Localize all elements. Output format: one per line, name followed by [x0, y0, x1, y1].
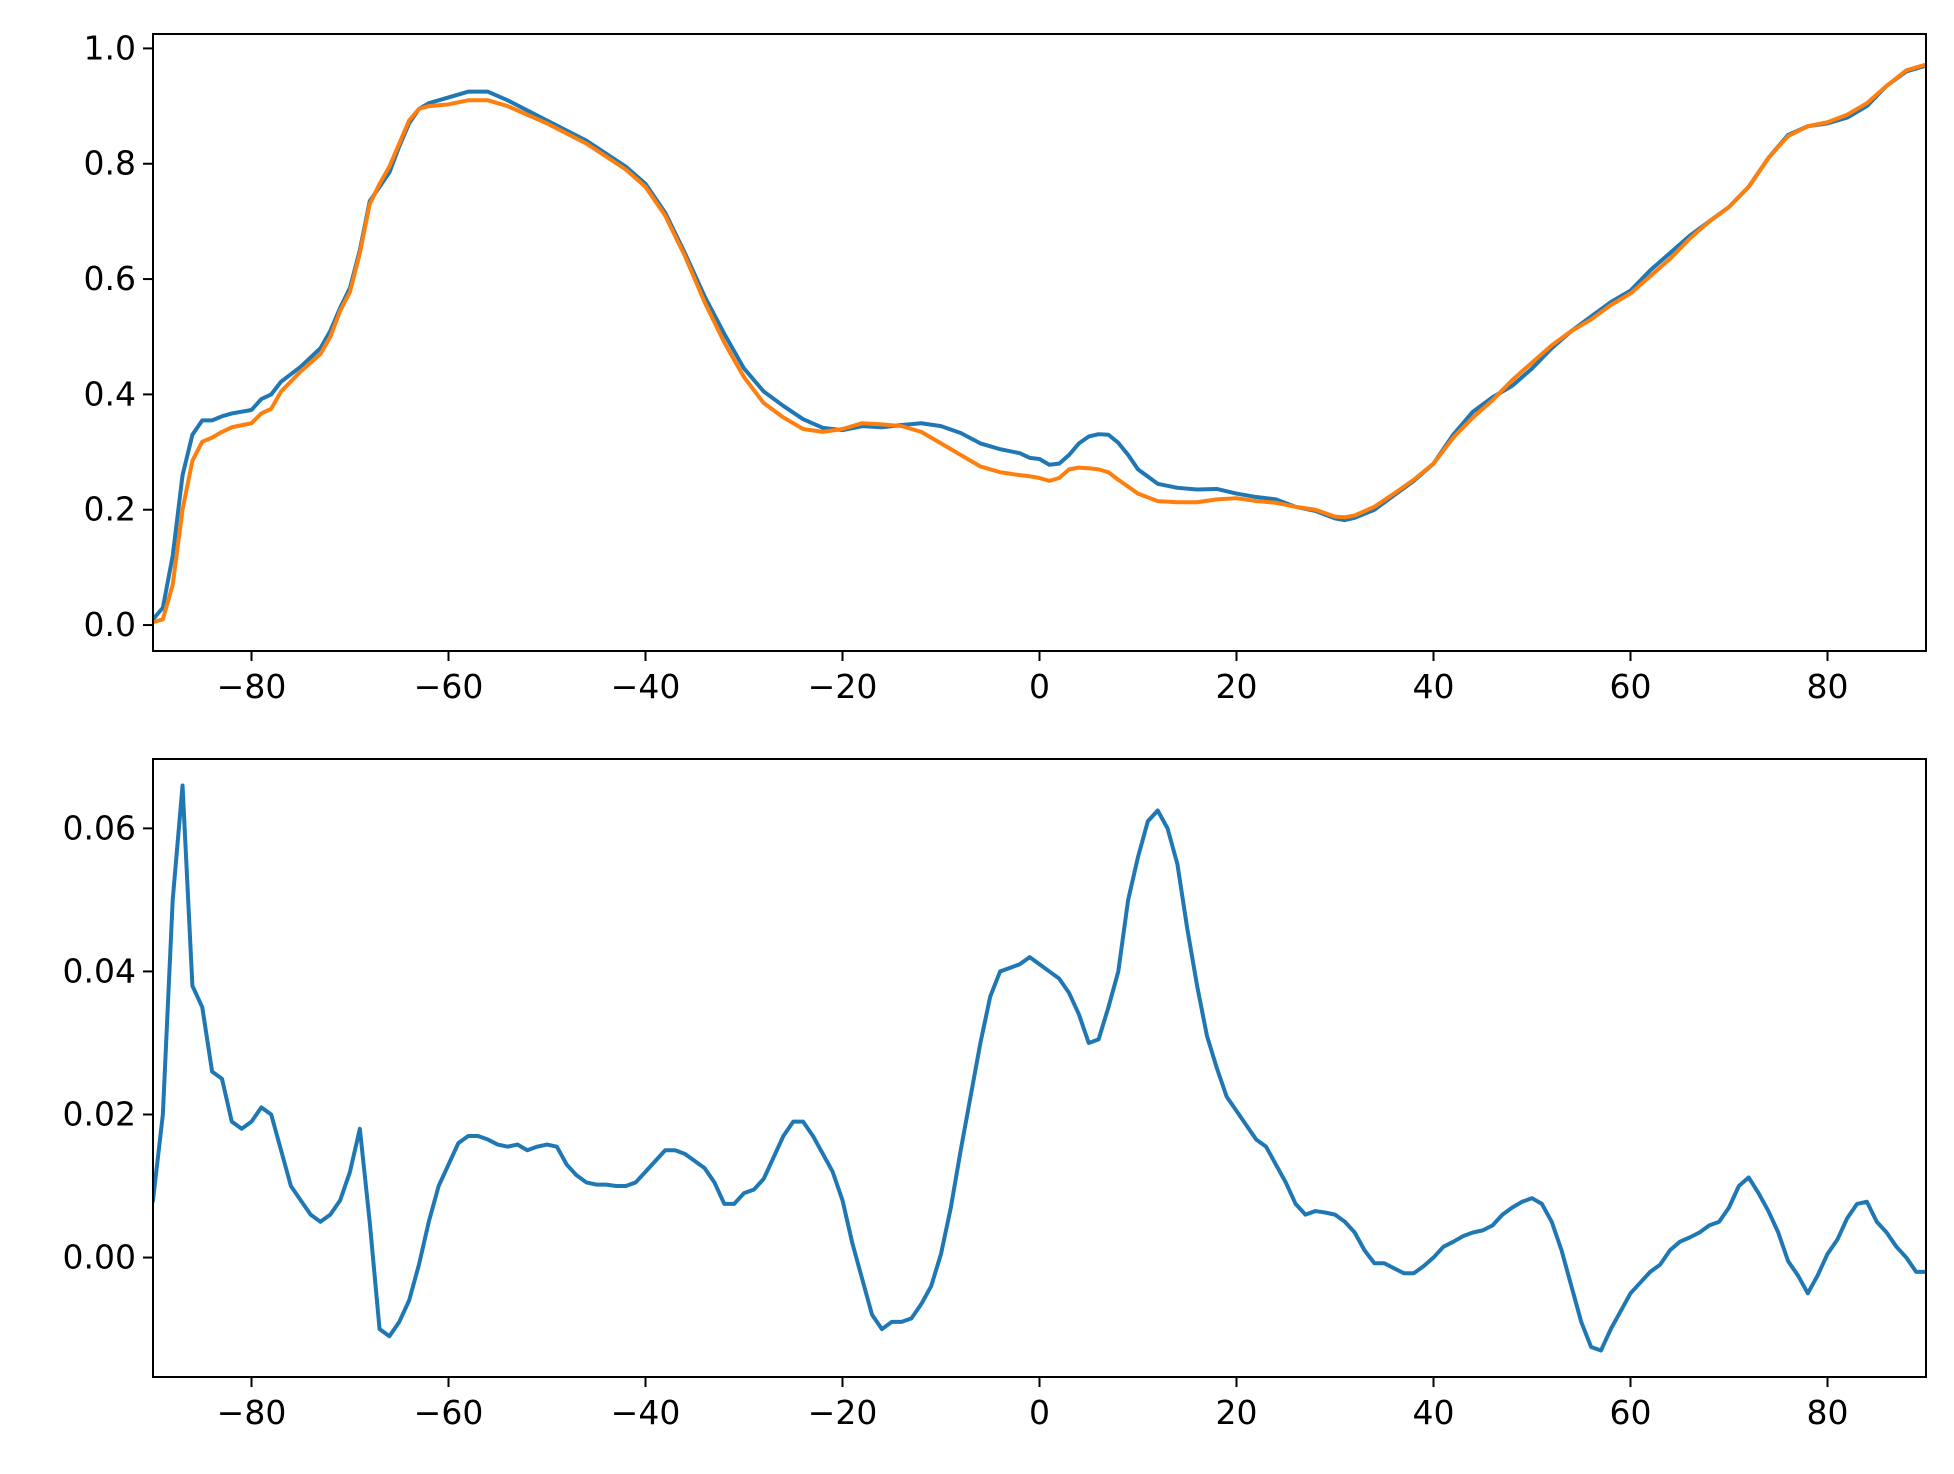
top-x-tick-label: 80: [1807, 667, 1849, 706]
bottom-x-tick-label: 0: [1029, 1393, 1050, 1432]
top-x-tick-label: 60: [1610, 667, 1652, 706]
top-subplot: −80 −60 −40 −20 0 20 40 60 80 0.0 0.2 0.4 0.6 0.8 1.0: [84, 28, 1927, 706]
top-x-tick-label: 0: [1029, 667, 1050, 706]
top-x-tick-label: −40: [611, 667, 681, 706]
top-x-tick-label: −80: [217, 667, 287, 706]
bottom-x-tick-label: 20: [1216, 1393, 1258, 1432]
top-x-tick-label: −20: [808, 667, 878, 706]
top-y-tick-label: 0.0: [84, 605, 136, 644]
bottom-x-tick-label: −40: [611, 1393, 681, 1432]
bottom-y-tick-label: 0.06: [63, 808, 136, 847]
bottom-y-tick-label: 0.02: [63, 1094, 136, 1133]
top-y-tick-label: 1.0: [84, 28, 136, 67]
top-x-tick-label: 20: [1216, 667, 1258, 706]
bottom-y-tick-label: 0.04: [63, 951, 136, 990]
top-y-tick-label: 0.2: [84, 490, 136, 529]
bottom-y-tick-label: 0.00: [63, 1238, 136, 1277]
top-y-tick-label: 0.4: [84, 374, 136, 413]
bottom-x-tick-label: −60: [414, 1393, 484, 1432]
bottom-series-line-1: [153, 783, 1926, 1353]
bottom-x-tick-label: 80: [1807, 1393, 1849, 1432]
top-x-tick-label: 40: [1413, 667, 1455, 706]
bottom-x-tick-label: −80: [217, 1393, 287, 1432]
top-y-tick-label: 0.6: [84, 259, 136, 298]
top-y-tick-label: 0.8: [84, 144, 136, 183]
bottom-subplot: −80 −60 −40 −20 0 20 40 60 80 0.00 0.02 0.04 0.06: [63, 758, 1927, 1432]
top-x-tick-label: −60: [414, 667, 484, 706]
bottom-x-tick-label: −20: [808, 1393, 878, 1432]
bottom-x-tick-label: 60: [1610, 1393, 1652, 1432]
bottom-x-tick-label: 40: [1413, 1393, 1455, 1432]
top-series-line-2: [153, 62, 1926, 625]
